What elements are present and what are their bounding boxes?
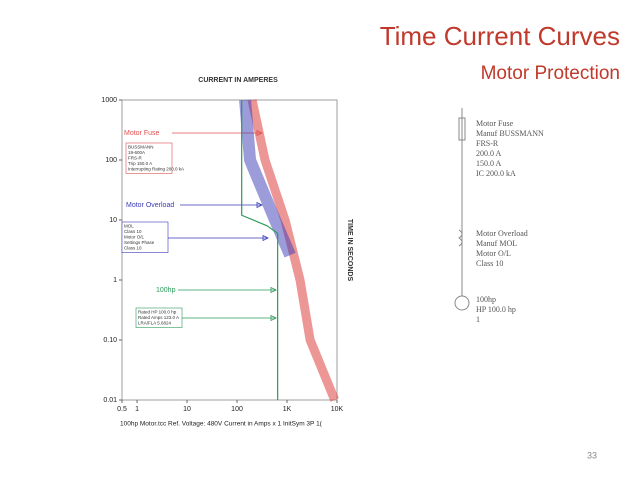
x-tick-label: 1 (135, 406, 139, 413)
label-box (121, 221, 169, 253)
fuse-symbol (458, 117, 466, 141)
label-box-text: Rated Amps 123.0 A (138, 315, 179, 320)
one-line-text: FRS-R (476, 139, 499, 148)
one-line-text: 1 (476, 315, 480, 324)
one-line-text: IC 200.0 kA (476, 169, 516, 178)
label-box-text: Motor O/L (124, 235, 145, 240)
curve-label: Motor Overload (126, 202, 174, 209)
label-box (125, 142, 173, 174)
label-box-text: LRA/FLA 5.6824 (138, 321, 172, 326)
y-tick-label: 1000 (101, 97, 117, 104)
motor-symbol (454, 295, 470, 311)
x-tick-label: 10K (331, 406, 344, 413)
label-box-text: Interrupting Rating 200.0 kA (128, 167, 184, 172)
one-line-text: Motor Overload (476, 229, 528, 238)
y-axis-title: TIME IN SECONDS (346, 219, 353, 282)
one-line-diagram (454, 108, 470, 311)
chart-footer: 100hp Motor.tcc Ref. Voltage: 480V Curre… (120, 421, 323, 428)
slide-subtitle: Motor Protection (481, 63, 620, 84)
label-box-text: Class 10 (124, 229, 142, 234)
one-line-text: Manuf MOL (476, 239, 517, 248)
label-box-text: BUSSMANN (128, 145, 154, 150)
overload-symbol (458, 229, 463, 247)
curve-label: 100hp (156, 287, 176, 294)
x-axis-title: CURRENT IN AMPERES (198, 77, 278, 84)
label-box-text: Trip 150.0 A (128, 161, 152, 166)
page-number: 33 (587, 450, 597, 460)
x-tick-label: 1K (283, 406, 292, 413)
y-tick-label: 1 (113, 277, 117, 284)
arrow-head (262, 234, 269, 242)
slide-title: Time Current Curves (380, 21, 620, 51)
x-tick-label: 0.5 (117, 406, 127, 413)
y-tick-label: 100 (105, 157, 117, 164)
x-tick-label: 10 (183, 406, 191, 413)
arrow-head (256, 201, 263, 209)
one-line-text: 200.0 A (476, 149, 502, 158)
one-line-text: HP 100.0 hp (476, 305, 516, 314)
label-box-text: Settings Phase (124, 240, 155, 245)
label-box (135, 307, 183, 328)
label-box-text: Rated HP 100.0 hp (138, 310, 177, 315)
curve (239, 99, 296, 258)
label-box-text: 19-600A (128, 150, 145, 155)
one-line-text: 150.0 A (476, 159, 502, 168)
label-box-text: FRS-R (128, 156, 142, 161)
arrow-head (256, 129, 263, 137)
x-tick-label: 100 (231, 406, 243, 413)
one-line-text: Manuf BUSSMANN (476, 129, 544, 138)
y-tick-label: 10 (109, 217, 117, 224)
one-line-text: Motor O/L (476, 249, 511, 258)
y-tick-label: 0.01 (103, 397, 117, 404)
arrow-head (270, 286, 277, 294)
y-tick-label: 0.10 (103, 337, 117, 344)
one-line-text: Class 10 (476, 259, 503, 268)
arrow-head (270, 314, 277, 322)
curve-label: Motor Fuse (124, 130, 160, 137)
one-line-text: Motor Fuse (476, 119, 514, 128)
label-box-text: Class 10 (124, 246, 142, 251)
curve (241, 100, 279, 400)
one-line-text: 100hp (476, 295, 496, 304)
label-box-text: MOL (124, 224, 134, 229)
